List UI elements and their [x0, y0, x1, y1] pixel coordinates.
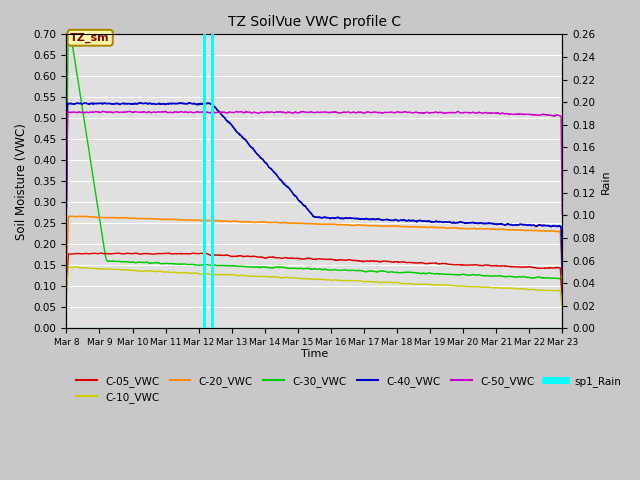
C-10_VWC: [71, 264, 79, 270]
C-40_VWC: [495, 221, 503, 227]
C-20_VWC: [253, 219, 260, 225]
C-20_VWC: [275, 220, 282, 226]
Title: TZ SoilVue VWC profile C: TZ SoilVue VWC profile C: [228, 15, 401, 29]
C-40_VWC: [119, 100, 127, 106]
C-20_VWC: [63, 267, 70, 273]
C-10_VWC: [63, 294, 70, 300]
C-50_VWC: [99, 108, 106, 114]
C-30_VWC: [63, 180, 70, 186]
Line: C-05_VWC: C-05_VWC: [67, 253, 563, 297]
C-30_VWC: [119, 259, 127, 264]
C-05_VWC: [495, 263, 503, 269]
C-30_VWC: [495, 273, 503, 278]
C-05_VWC: [148, 251, 156, 257]
C-20_VWC: [148, 216, 156, 222]
C-05_VWC: [559, 294, 566, 300]
C-20_VWC: [549, 228, 557, 234]
C-40_VWC: [275, 174, 282, 180]
C-40_VWC: [253, 151, 260, 156]
C-05_VWC: [549, 265, 557, 271]
Y-axis label: Soil Moisture (VWC): Soil Moisture (VWC): [15, 123, 28, 240]
C-05_VWC: [275, 255, 282, 261]
C-40_VWC: [549, 223, 557, 229]
C-30_VWC: [275, 264, 282, 270]
C-10_VWC: [495, 285, 503, 291]
C-30_VWC: [253, 264, 260, 270]
Line: C-10_VWC: C-10_VWC: [67, 267, 563, 309]
C-30_VWC: [559, 298, 566, 304]
C-30_VWC: [549, 276, 557, 281]
C-10_VWC: [559, 306, 566, 312]
C-10_VWC: [275, 275, 282, 280]
C-50_VWC: [253, 110, 260, 116]
C-10_VWC: [119, 267, 127, 273]
C-30_VWC: [64, 36, 72, 41]
C-20_VWC: [119, 215, 127, 221]
C-50_VWC: [63, 210, 70, 216]
X-axis label: Time: Time: [301, 348, 328, 359]
Line: C-30_VWC: C-30_VWC: [67, 38, 563, 301]
C-50_VWC: [495, 111, 503, 117]
C-40_VWC: [136, 100, 143, 106]
C-20_VWC: [559, 275, 566, 281]
C-10_VWC: [148, 268, 156, 274]
C-40_VWC: [559, 271, 566, 277]
C-05_VWC: [119, 251, 127, 257]
Legend: C-05_VWC, C-10_VWC, C-20_VWC, C-30_VWC, C-40_VWC, C-50_VWC, sp1_Rain: C-05_VWC, C-10_VWC, C-20_VWC, C-30_VWC, …: [72, 372, 625, 407]
C-05_VWC: [253, 254, 260, 260]
C-50_VWC: [559, 212, 566, 218]
C-20_VWC: [495, 227, 503, 232]
Line: C-50_VWC: C-50_VWC: [67, 111, 563, 215]
Text: TZ_sm: TZ_sm: [70, 33, 110, 43]
C-30_VWC: [148, 260, 156, 266]
C-10_VWC: [549, 288, 557, 293]
C-40_VWC: [63, 205, 70, 211]
C-40_VWC: [148, 101, 156, 107]
C-05_VWC: [63, 287, 70, 292]
C-50_VWC: [119, 109, 127, 115]
C-50_VWC: [549, 113, 557, 119]
Line: C-20_VWC: C-20_VWC: [67, 216, 563, 278]
C-10_VWC: [253, 274, 260, 279]
Line: C-40_VWC: C-40_VWC: [67, 103, 563, 274]
C-20_VWC: [68, 213, 76, 219]
Bar: [211, 35, 214, 328]
C-05_VWC: [164, 250, 172, 256]
Bar: [203, 35, 206, 328]
Y-axis label: Rain: Rain: [601, 169, 611, 193]
C-50_VWC: [148, 109, 156, 115]
C-50_VWC: [275, 109, 282, 115]
